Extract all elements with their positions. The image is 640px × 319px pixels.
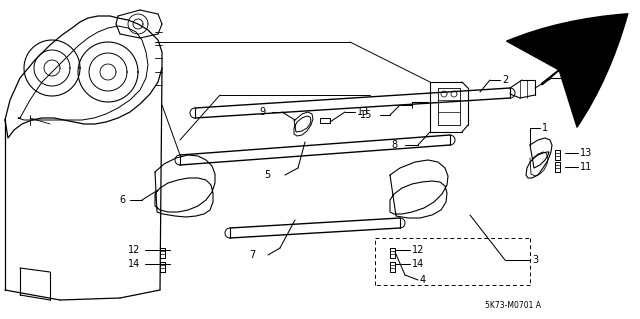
Text: 11: 11 — [580, 162, 592, 172]
Text: 4: 4 — [420, 275, 426, 285]
Text: 5K73-M0701 A: 5K73-M0701 A — [485, 300, 541, 309]
Text: 5: 5 — [264, 170, 270, 180]
Text: 10: 10 — [564, 73, 576, 83]
Text: 9: 9 — [259, 107, 265, 117]
Text: 6: 6 — [119, 195, 125, 205]
Text: 13: 13 — [357, 107, 369, 117]
Text: 7: 7 — [249, 250, 255, 260]
Text: 14: 14 — [128, 259, 140, 269]
Text: 15: 15 — [360, 110, 372, 120]
Text: 12: 12 — [127, 245, 140, 255]
Text: 12: 12 — [412, 245, 424, 255]
Text: 8: 8 — [392, 140, 398, 150]
Text: 14: 14 — [412, 259, 424, 269]
Text: 13: 13 — [580, 148, 592, 158]
Text: 3: 3 — [532, 255, 538, 265]
Text: 1: 1 — [542, 123, 548, 133]
Text: 2: 2 — [502, 75, 508, 85]
Text: FR.: FR. — [598, 27, 618, 37]
